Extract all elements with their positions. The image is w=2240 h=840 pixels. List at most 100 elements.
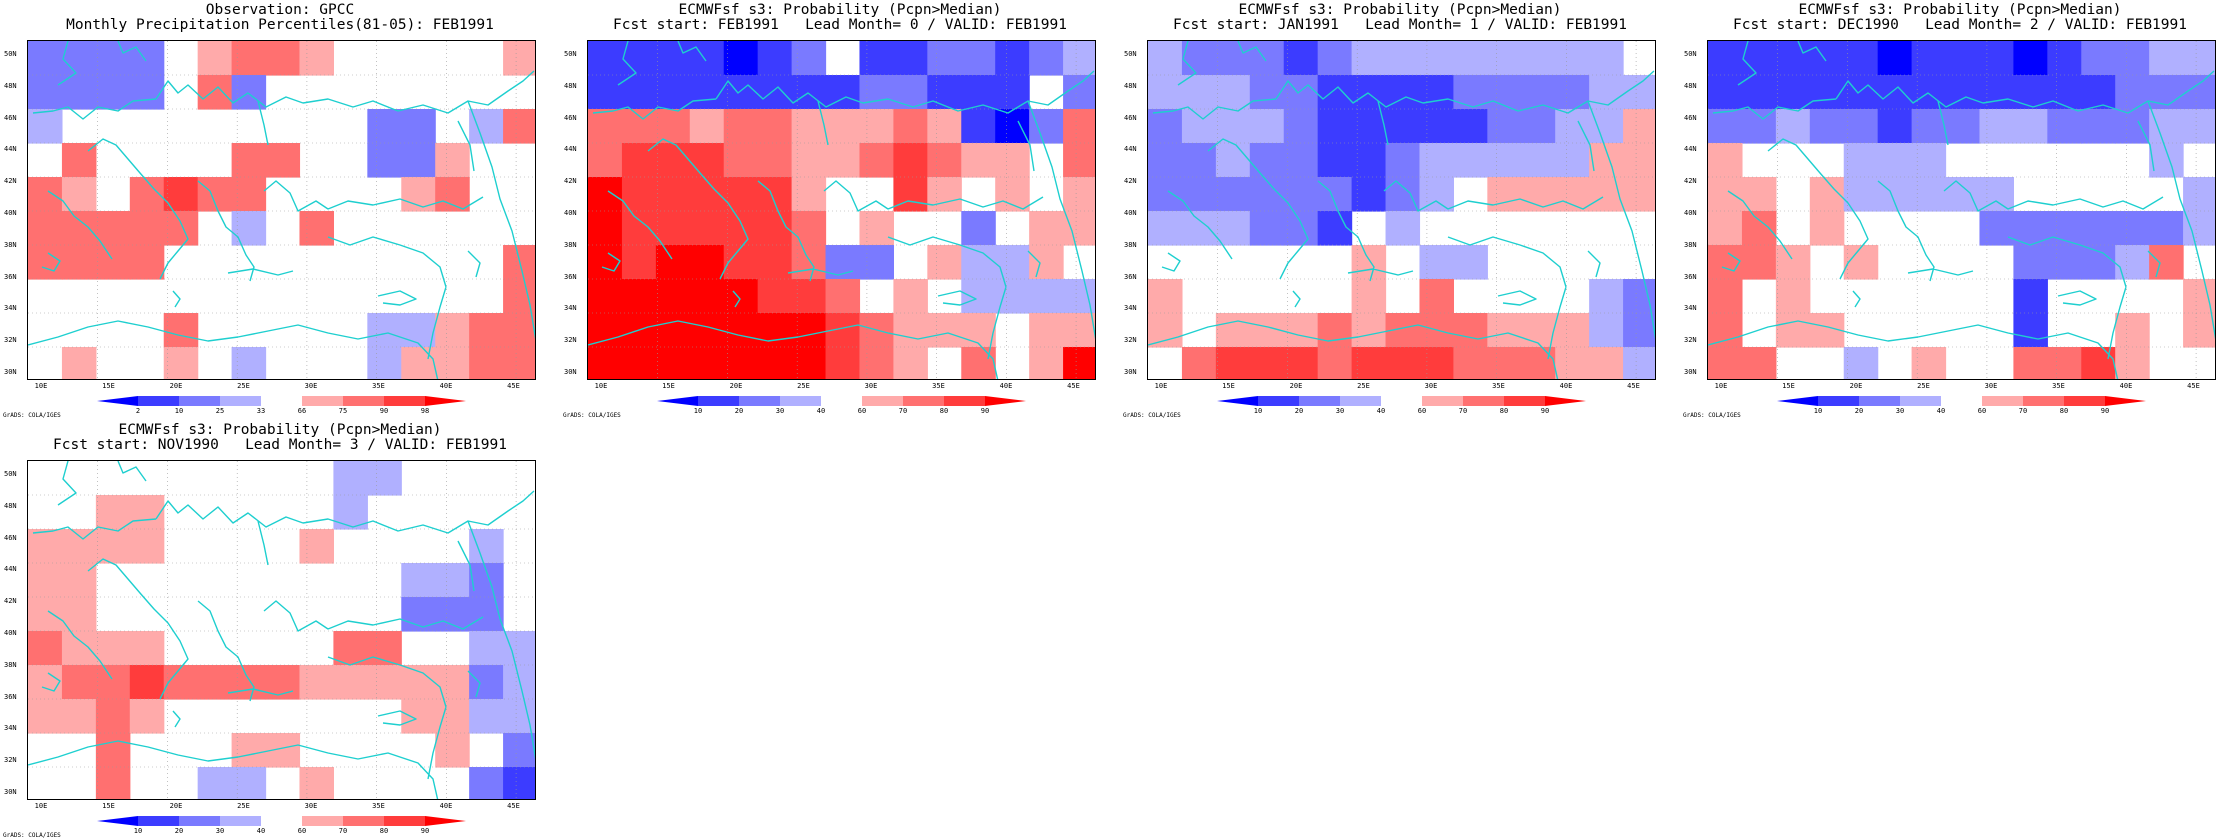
grid-cell <box>757 279 793 314</box>
grid-cell <box>1063 177 1095 212</box>
grid-cell <box>1708 177 1743 212</box>
latitude-label: 50N <box>1124 50 1137 58</box>
grid-cell <box>333 665 368 700</box>
grid-cell <box>1623 313 1655 348</box>
grid-cell <box>995 143 1030 178</box>
longitude-label: 30E <box>1424 382 1438 390</box>
colorbar-label: 40 <box>256 827 266 835</box>
colorbar-swatch <box>780 396 822 406</box>
grid-cell <box>1555 41 1590 76</box>
latitude-label: 42N <box>1684 177 1697 186</box>
latitude-label: 50N <box>1684 50 1697 58</box>
longitude-label: 15E <box>102 802 115 810</box>
grid-cell <box>1385 109 1421 144</box>
latitude-label: 36N <box>1124 272 1137 281</box>
colorbar-swatch <box>698 396 740 406</box>
map-panel-lead2: ECMWFsf s3: Probability (Pcpn>Median) Fcs… <box>1680 0 2240 420</box>
grid-cell <box>367 143 402 178</box>
grid-cell <box>961 41 996 76</box>
grid-cell <box>503 109 535 144</box>
grid-cell <box>859 109 894 144</box>
grid-cell <box>791 41 827 76</box>
longitude-label: 10E <box>34 802 48 810</box>
grid-cell <box>1148 177 1183 212</box>
grid-cell <box>61 75 97 110</box>
colorbar-label: 20 <box>1854 407 1864 415</box>
colorbar-label: 10 <box>133 827 143 835</box>
grid-cell <box>1708 109 1743 144</box>
colorbar-swatch <box>2105 396 2146 406</box>
grid-cell <box>1708 347 1743 379</box>
grid-cell <box>1215 313 1251 348</box>
grid-cell <box>1521 41 1556 76</box>
grid-cell <box>689 109 725 144</box>
grid-cell <box>401 563 436 598</box>
longitude-label: 45E <box>507 382 520 390</box>
grid-cell <box>2115 211 2150 246</box>
grid-cell <box>95 631 131 666</box>
latitude-label: 48N <box>1684 81 1697 90</box>
grid-cell <box>927 75 962 110</box>
panel-subtitle: Fcst start: NOV1990 Lead Month= 3 / VALI… <box>53 437 507 453</box>
grid-cell <box>2013 347 2048 379</box>
grid-cell <box>503 347 535 379</box>
grid-cell <box>435 143 470 178</box>
grid-cell <box>927 143 962 178</box>
grid-cell <box>231 143 267 178</box>
grid-cell <box>1521 177 1556 212</box>
colorbar-swatch <box>302 396 344 406</box>
grid-cell <box>1979 109 2014 144</box>
grid-cell <box>1521 75 1556 110</box>
grid-cell <box>129 665 165 700</box>
latitude-label: 32N <box>1124 336 1137 345</box>
colorbar-swatch <box>384 396 426 406</box>
grid-cell <box>1317 313 1353 348</box>
colorbar-swatch <box>343 816 385 826</box>
grid-cell <box>231 75 267 110</box>
grid-cell <box>469 109 504 144</box>
grid-cell <box>1283 143 1319 178</box>
grid-cell <box>689 347 725 379</box>
grid-cell <box>231 211 267 246</box>
grid-cell <box>621 109 657 144</box>
grid-cell <box>723 279 759 314</box>
precipitation-map <box>1707 40 2216 380</box>
grid-cell <box>1029 41 1064 76</box>
latitude-label: 32N <box>564 336 577 345</box>
colorbar-label: 30 <box>1335 407 1345 415</box>
longitude-label: 35E <box>372 382 385 390</box>
grid-cell <box>1385 177 1421 212</box>
grid-cell <box>723 143 759 178</box>
grid-cell <box>1249 41 1285 76</box>
longitude-label: 10E <box>1714 382 1728 390</box>
latitude-label: 34N <box>1684 304 1697 313</box>
longitude-label: 40E <box>2119 382 2133 390</box>
grid-cell <box>689 279 725 314</box>
latitude-label: 40N <box>564 209 577 217</box>
grid-cell <box>859 211 894 246</box>
longitude-label: 25E <box>1357 382 1370 390</box>
grid-cell <box>1521 313 1556 348</box>
grid-cell <box>197 665 233 700</box>
grid-cell <box>401 665 436 700</box>
grid-cell <box>961 313 996 348</box>
panel-title: ECMWFsf s3: Probability (Pcpn>Median) <box>1238 2 1562 18</box>
grid-cell <box>95 699 131 734</box>
grid-cell <box>1979 211 2014 246</box>
panel-subtitle: Fcst start: DEC1990 Lead Month= 2 / VALI… <box>1733 17 2187 33</box>
grid-cell <box>503 733 535 768</box>
grid-cell <box>1317 143 1353 178</box>
grid-cell <box>61 245 97 280</box>
grid-cell <box>1063 313 1095 348</box>
grid-cell <box>588 75 623 110</box>
colorbar-label: 90 <box>1540 407 1550 415</box>
grid-cell <box>1741 347 1777 379</box>
grid-cell <box>1453 347 1488 379</box>
grid-cell <box>1708 143 1743 178</box>
grid-cell <box>1215 177 1251 212</box>
grid-cell <box>1945 41 1981 76</box>
grid-cell <box>2047 109 2082 144</box>
longitude-label: 40E <box>439 802 453 810</box>
grid-cell <box>1843 41 1879 76</box>
latitude-label: 44N <box>4 145 17 154</box>
